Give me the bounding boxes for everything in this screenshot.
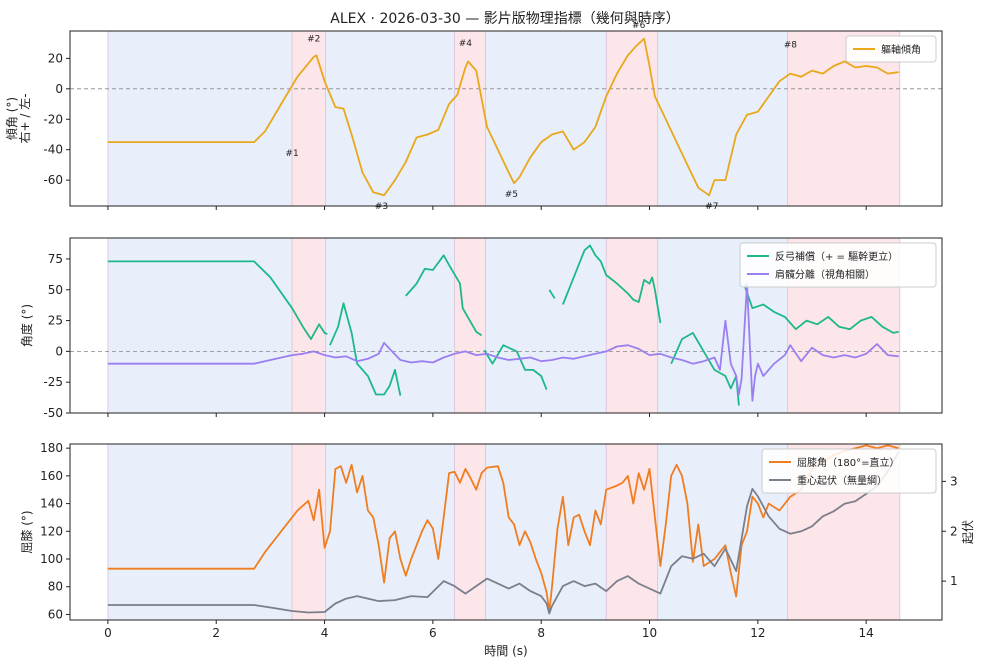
phase-band-blue [485,31,607,206]
y-tick-label: -40 [43,143,63,157]
x-tick-label: 8 [537,626,545,640]
x-tick-label: 2 [212,626,220,640]
y-tick-label: 0 [55,344,63,358]
phase-band-red [292,31,326,206]
phase-band-red [606,238,658,413]
phase-annotation: #1 [285,149,298,159]
series-line [107,37,899,197]
phase-band-red [454,444,486,620]
x-tick-label: 12 [750,626,765,640]
y-tick-label: 60 [48,607,63,621]
y-tick-label: -25 [43,375,63,389]
legend-label: 重心起伏（無量綱） [797,474,887,487]
y-tick-label: 140 [40,497,63,511]
phase-band-blue [107,31,293,206]
phase-band-red [606,31,658,206]
phase-annotation: #3 [375,202,388,212]
legend-box [761,448,937,494]
y-axis-label: 屈膝 (°) [20,510,34,553]
y-tick-label: -60 [43,173,63,187]
series-line [107,260,328,341]
series-line [107,282,899,402]
x-tick-label: 10 [642,626,657,640]
series-line [483,344,548,390]
y-tick-label: 120 [40,524,63,538]
panel-3-frame [69,443,943,621]
x-axis-label: 時間 (s) [484,644,527,658]
phase-band-blue [107,444,293,620]
phase-annotation: #5 [505,190,518,200]
legend-label: 屈膝角（180°=直立） [797,456,899,469]
x-tick-label: 6 [429,626,437,640]
legend-label: 軀軸傾角 [881,43,921,56]
figure-title: ALEX · 2026-03-30 — 影片版物理指標（幾何與時序） [330,11,679,27]
legend-box [845,35,937,63]
phase-band-blue [325,31,455,206]
phase-band-red [292,444,326,620]
legend-label: 反弓補償（+ = 驅幹更立） [775,250,898,263]
y-axis-label: 角度 (°) [19,304,34,347]
series-line [670,331,740,406]
panel-2-frame [69,237,943,414]
y-tick-label: -50 [43,406,63,420]
phase-annotation: #4 [459,39,473,49]
y-tick-label: 75 [48,252,63,266]
panel-1-frame [69,30,943,207]
phase-annotation: #7 [705,202,718,212]
series-line [107,444,899,613]
y2-axis-label: 起伏 [961,520,975,544]
legend-label: 肩髖分離（視角相關） [775,268,875,281]
legend-box [739,242,937,288]
phase-band-blue [657,31,788,206]
phase-annotation: #6 [632,21,646,31]
y-axis-label: 右+ / 左- [17,93,32,143]
y-tick-label: 50 [48,283,63,297]
series-line [562,244,662,324]
y-tick-label: 100 [40,552,63,566]
y-tick-label: 180 [40,441,63,455]
series-line [743,284,899,334]
phase-annotation: #2 [307,35,320,45]
y-tick-label: 160 [40,469,63,483]
y-tick-label: 25 [48,314,63,328]
phase-band-blue [485,238,607,413]
y-tick-label: 20 [48,51,63,65]
phase-band-red [454,238,486,413]
y-tick-label: -20 [43,112,63,126]
y2-tick-label: 2 [950,524,958,538]
phase-band-blue [107,238,293,413]
series-line [329,302,402,396]
series-line [405,254,483,337]
phase-annotation: #8 [784,41,798,51]
x-tick-label: 14 [859,626,874,640]
phase-band-blue [325,444,455,620]
x-tick-label: 4 [321,626,329,640]
x-tick-label: 0 [104,626,112,640]
phase-band-blue [485,444,607,620]
phase-band-red [454,31,486,206]
y2-tick-label: 3 [950,474,958,488]
series-line [548,289,556,299]
y-tick-label: 0 [55,82,63,96]
y2-tick-label: 1 [950,574,958,588]
series-line [107,451,900,615]
y-axis-label: 傾角 (°) [5,97,19,140]
y-tick-label: 80 [48,580,63,594]
